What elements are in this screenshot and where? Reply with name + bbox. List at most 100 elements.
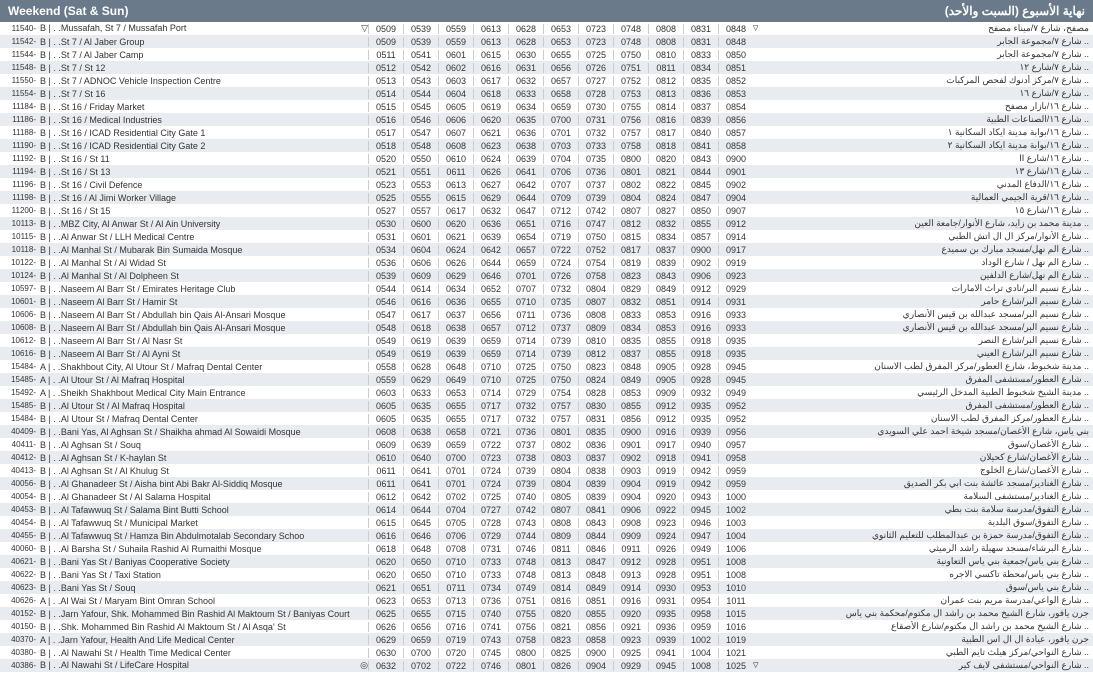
time-cell: 0641 [508,167,543,177]
time-cell: 0825 [543,648,578,658]
time-cell: 0717 [473,401,508,411]
time-cell: 1025 [718,661,753,671]
time-cell: 0514 [368,89,403,99]
stop-name-ar: جرن يافور، عيادة ال ال اس الطبية [843,634,1093,645]
stop-name-ar: .. شارع التفوق/مدرسة حمزة بن عبدالمطلب ل… [843,530,1093,541]
route-id: 40413- [0,466,38,475]
time-cell: 0549 [368,349,403,359]
time-cell: 0534 [368,245,403,255]
route-id: 40621- [0,557,38,566]
times-block: 0630070007200745080008250900092509411004… [368,648,753,658]
time-cell: 0921 [613,622,648,632]
time-cell: 1008 [718,557,753,567]
time-cell: 0509 [368,37,403,47]
time-cell: 0848 [578,570,613,580]
time-cell: 0813 [648,89,683,99]
time-cell: 0739 [543,336,578,346]
route-id: 11186- [0,115,38,124]
time-cell: 0835 [578,427,613,437]
time-cell: 0642 [473,245,508,255]
time-cell: 0728 [473,518,508,528]
time-cell: 0750 [578,232,613,242]
times-block: 0516054606060620063507000731075608160839… [368,115,753,125]
stop-name-en: B | . .Bani Yas St / Souq [38,583,368,593]
stop-name-en: B | . .St 16 / ICAD Residential City Gat… [38,128,368,138]
table-row: 11190-B | . .St 16 / ICAD Residential Ci… [0,139,1093,152]
time-cell: 1010 [718,583,753,593]
time-cell: 0746 [473,661,508,671]
time-cell: 0942 [683,466,718,476]
times-block: 0623065307130736075108160851091609310954… [368,596,753,606]
route-id: 40370- [0,635,38,644]
times-block: 0626065607160741075608210856092109360959… [368,622,753,632]
time-cell: 0625 [368,609,403,619]
time-cell: 0812 [578,349,613,359]
time-cell: 0858 [718,141,753,151]
time-cell: 0541 [403,50,438,60]
time-cell: 0929 [718,284,753,294]
stop-name-en: B | . .St 16 / Civil Defence [38,180,368,190]
time-cell: 0609 [403,271,438,281]
time-cell: 0624 [438,245,473,255]
time-cell: 0539 [368,271,403,281]
route-id: 10606- [0,310,38,319]
time-cell: 0900 [683,245,718,255]
table-row: 15484-A | . .Shakhbout City, Al Utour St… [0,360,1093,373]
time-cell: 0722 [473,440,508,450]
table-row: 40623-B | . .Bani Yas St / Souq062106510… [0,581,1093,594]
times-block: 0520055006100624063907040735080008200843… [368,154,753,164]
time-cell: 0724 [543,258,578,268]
time-cell: 0644 [473,258,508,268]
time-cell: 0618 [368,544,403,554]
times-block: 0632070207220746080108260904092909451008… [368,661,765,671]
time-cell: 0841 [578,505,613,515]
stop-name-ar: .. شارع الأنوار/مركز ال ال اتش الطبي [843,231,1093,242]
times-block: 0548061806380657071207370809083408530916… [368,323,753,333]
time-cell: 0636 [473,219,508,229]
stop-name-en: B | . .Naseem Al Barr St / Al Ayni St [38,349,368,359]
time-cell: 0930 [648,583,683,593]
header-right: نهاية الأسبوع (السبت والأحد) [945,4,1085,18]
time-cell: 0933 [718,310,753,320]
time-cell: 1002 [718,505,753,515]
route-id: 10597- [0,284,38,293]
time-cell: 0816 [648,115,683,125]
time-cell: 0630 [368,648,403,658]
time-cell: 0551 [403,167,438,177]
stop-name-en: B | . .Naseem Al Barr St / Emirates Heri… [38,284,368,294]
time-cell: 0849 [578,583,613,593]
time-cell: 0621 [368,583,403,593]
time-cell: 0726 [543,271,578,281]
time-cell: 0633 [403,388,438,398]
stop-name-en: B | . .St 16 / ICAD Residential City Gat… [38,141,368,151]
time-cell: 0723 [578,37,613,47]
time-cell: 0817 [648,128,683,138]
time-cell: 0757 [543,414,578,424]
time-cell: 1006 [718,544,753,554]
time-cell: 0741 [473,622,508,632]
stop-name-ar: جرن يافور، شارع الشيخ محمد بن راشد ال مك… [843,608,1093,619]
time-cell: 0959 [718,479,753,489]
time-cell: 0834 [648,232,683,242]
time-cell: 0810 [578,336,613,346]
time-cell: 0912 [613,557,648,567]
table-row: 11548-B | . .St 7 / St 12051205420602061… [0,61,1093,74]
time-cell: 0856 [578,622,613,632]
time-cell: 0840 [683,128,718,138]
time-cell: 0822 [648,180,683,190]
time-cell: 0839 [648,258,683,268]
time-cell: 0655 [543,50,578,60]
time-cell: 0623 [368,596,403,606]
time-cell: 0628 [508,24,543,34]
time-cell: 0730 [578,102,613,112]
time-cell: 0824 [578,375,613,385]
time-cell: 0658 [438,427,473,437]
time-cell: 0543 [403,76,438,86]
time-cell: 0649 [438,375,473,385]
stop-name-en: B | . .Bani Yas St / Taxi Station [38,570,368,580]
time-cell: 0737 [578,180,613,190]
time-cell: 0823 [543,635,578,645]
time-cell: 0841 [683,141,718,151]
time-cell: 0804 [543,466,578,476]
time-cell: 0601 [438,50,473,60]
